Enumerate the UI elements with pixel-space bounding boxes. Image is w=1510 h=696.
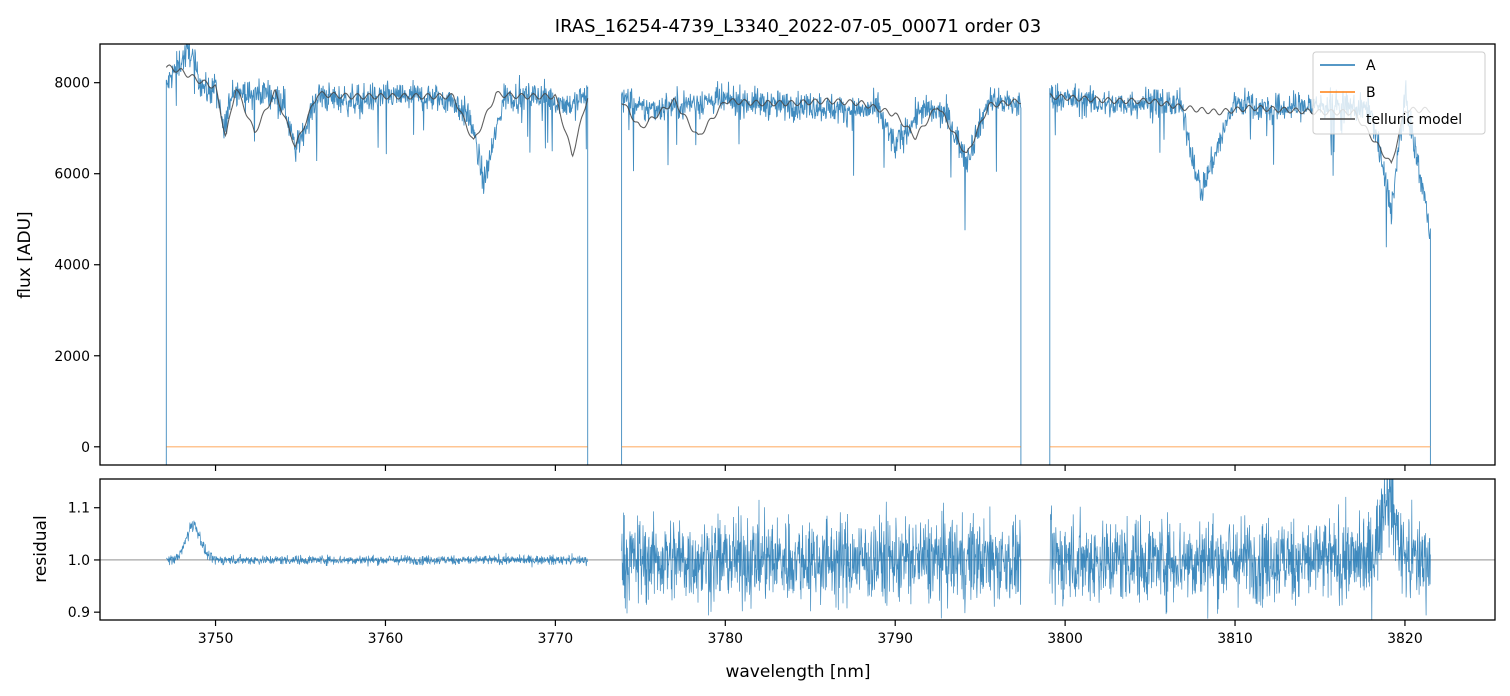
bottom-x-tick-label: 3780 [707, 631, 743, 647]
telluric-model-line [621, 97, 1022, 154]
telluric-model-line [165, 64, 589, 158]
legend-label-a: A [1366, 58, 1376, 74]
top-panel: 0 2000 4000 6000 8000 flux [ADU] A B telluri… [15, 43, 1496, 471]
bottom-plot-area [100, 479, 1495, 620]
bottom-y-tick-label: 1.0 [68, 553, 90, 569]
top-axes-frame [99, 43, 1496, 466]
x-axis-label: wavelength [nm] [725, 662, 870, 682]
legend-label-telluric: telluric model [1366, 112, 1462, 128]
bottom-x-tick-label: 3750 [198, 631, 234, 647]
residual-line [166, 520, 589, 568]
series-a-line [621, 81, 1022, 465]
bottom-y-axis-label: residual [31, 515, 51, 582]
bottom-x-tick-label: 3790 [877, 631, 913, 647]
bottom-y-tick-label: 0.9 [68, 605, 90, 621]
top-y-tick-label: 8000 [54, 76, 90, 92]
bottom-y-axis: 0.9 1.0 1.1 [68, 501, 100, 621]
bottom-x-axis: 3750 3760 3770 3780 3790 3800 3810 3820 [198, 620, 1423, 647]
bottom-x-tick-label: 3810 [1217, 631, 1253, 647]
bottom-x-tick-label: 3760 [368, 631, 404, 647]
bottom-x-tick-label: 3820 [1387, 631, 1423, 647]
chart-title: IRAS_16254-4739_L3340_2022-07-05_00071 o… [555, 16, 1041, 37]
top-y-tick-label: 2000 [54, 349, 90, 365]
bottom-axes-frame [99, 478, 1496, 621]
bottom-x-tick-label: 3770 [538, 631, 574, 647]
top-y-tick-label: 6000 [54, 167, 90, 183]
top-x-axis [214, 465, 1406, 471]
top-y-axis: 0 2000 4000 6000 8000 [54, 76, 100, 456]
bottom-panel: 0.9 1.0 1.1 3750 3760 3770 3780 3790 3800 3810 38… [31, 478, 1496, 682]
legend-box [1312, 51, 1486, 135]
legend: A B telluric model [1312, 51, 1486, 135]
bottom-x-tick-label: 3800 [1047, 631, 1083, 647]
top-y-tick-label: 4000 [54, 258, 90, 274]
legend-label-b: B [1366, 85, 1376, 101]
top-y-tick-label: 0 [81, 440, 90, 456]
bottom-y-tick-label: 1.1 [68, 501, 90, 517]
top-y-axis-label: flux [ADU] [15, 211, 35, 298]
residual-line [1049, 479, 1431, 620]
residual-line [621, 499, 1022, 619]
